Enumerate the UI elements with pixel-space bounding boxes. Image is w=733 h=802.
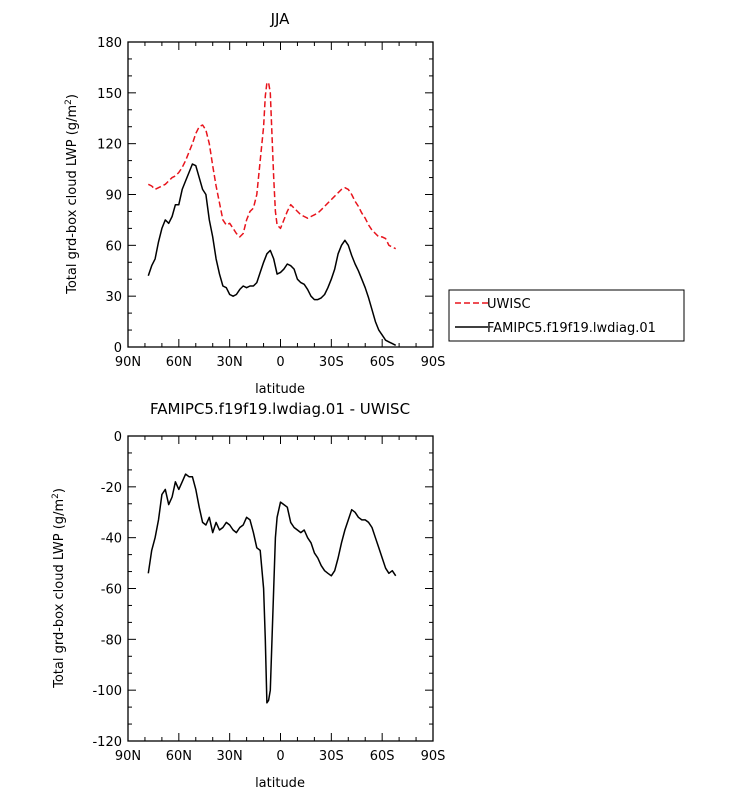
top-x-tick-label: 60S (370, 355, 395, 370)
top-chart-title: JJA (270, 10, 291, 28)
bottom-x-tick-label: 30S (319, 749, 344, 764)
bottom-plot-frame (127, 435, 434, 742)
bottom-y-tick-label: 0 (114, 430, 122, 445)
bottom-x-tick-label: 0 (276, 749, 284, 764)
top-y-tick-label: 150 (97, 87, 122, 102)
bottom-y-tick-label: -60 (101, 583, 122, 598)
bottom-y-tick-label: -120 (92, 735, 122, 750)
top-x-tick-label: 30N (217, 355, 243, 370)
bottom-chart-title: FAMIPC5.f19f19.lwdiag.01 - UWISC (150, 400, 410, 418)
bottom-x-axis-label: latitude (255, 776, 305, 791)
bottom-y-tick-label: -80 (101, 633, 122, 648)
bottom-y-tick-label: -20 (101, 481, 122, 496)
top-x-tick-label: 60N (166, 355, 192, 370)
top-x-tick-label: 0 (276, 355, 284, 370)
bottom-series-line-0 (147, 473, 397, 704)
top-axis-ticks: 90N 60N 30N 0 30S 60S 90S 0 30 60 90 120 150 180 (97, 36, 445, 370)
top-x-axis-label: latitude (255, 382, 305, 397)
top-y-tick-label: 180 (97, 36, 122, 51)
top-plot-frame (127, 41, 434, 348)
bottom-x-tick-label: 60S (370, 749, 395, 764)
top-series-line-0 (147, 81, 397, 250)
bottom-x-tick-label: 60N (166, 749, 192, 764)
top-x-tick-label: 30S (319, 355, 344, 370)
top-y-tick-label: 60 (105, 239, 122, 254)
legend-box (448, 289, 685, 342)
bottom-x-tick-label: 90N (115, 749, 141, 764)
legend: UWISC FAMIPC5.f19f19.lwdiag.01 (448, 289, 685, 342)
legend-label-famipc5: FAMIPC5.f19f19.lwdiag.01 (487, 321, 656, 336)
bottom-x-tick-label: 90S (421, 749, 446, 764)
bottom-y-tick-label: -100 (92, 684, 122, 699)
bottom-y-axis-label: Total grd-box cloud LWP (g/m2) (51, 488, 67, 689)
top-x-tick-label: 90N (115, 355, 141, 370)
legend-label-uwisc: UWISC (487, 297, 531, 312)
bottom-axis-ticks: 90N 60N 30N 0 30S 60S 90S 0 -20 -40 -60 -80 -100 -120 (92, 430, 445, 764)
top-y-tick-label: 0 (114, 341, 122, 356)
top-y-axis-label: Total grd-box cloud LWP (g/m2) (64, 94, 80, 295)
bottom-y-tick-label: -40 (101, 532, 122, 547)
bottom-series-lines (147, 473, 397, 704)
top-y-tick-label: 120 (97, 138, 122, 153)
top-series-lines (147, 81, 397, 346)
bottom-x-tick-label: 30N (217, 749, 243, 764)
top-panel: JJA 90N 60N 30N 0 30S 60S 90S0306090120150180 … (64, 10, 445, 397)
top-x-tick-label: 90S (421, 355, 446, 370)
top-y-tick-label: 90 (105, 189, 122, 204)
top-series-line-1 (147, 163, 397, 346)
bottom-panel: FAMIPC5.f19f19.lwdiag.01 - UWISC 90N 60N 3… (51, 400, 445, 791)
top-y-tick-label: 30 (105, 290, 122, 305)
